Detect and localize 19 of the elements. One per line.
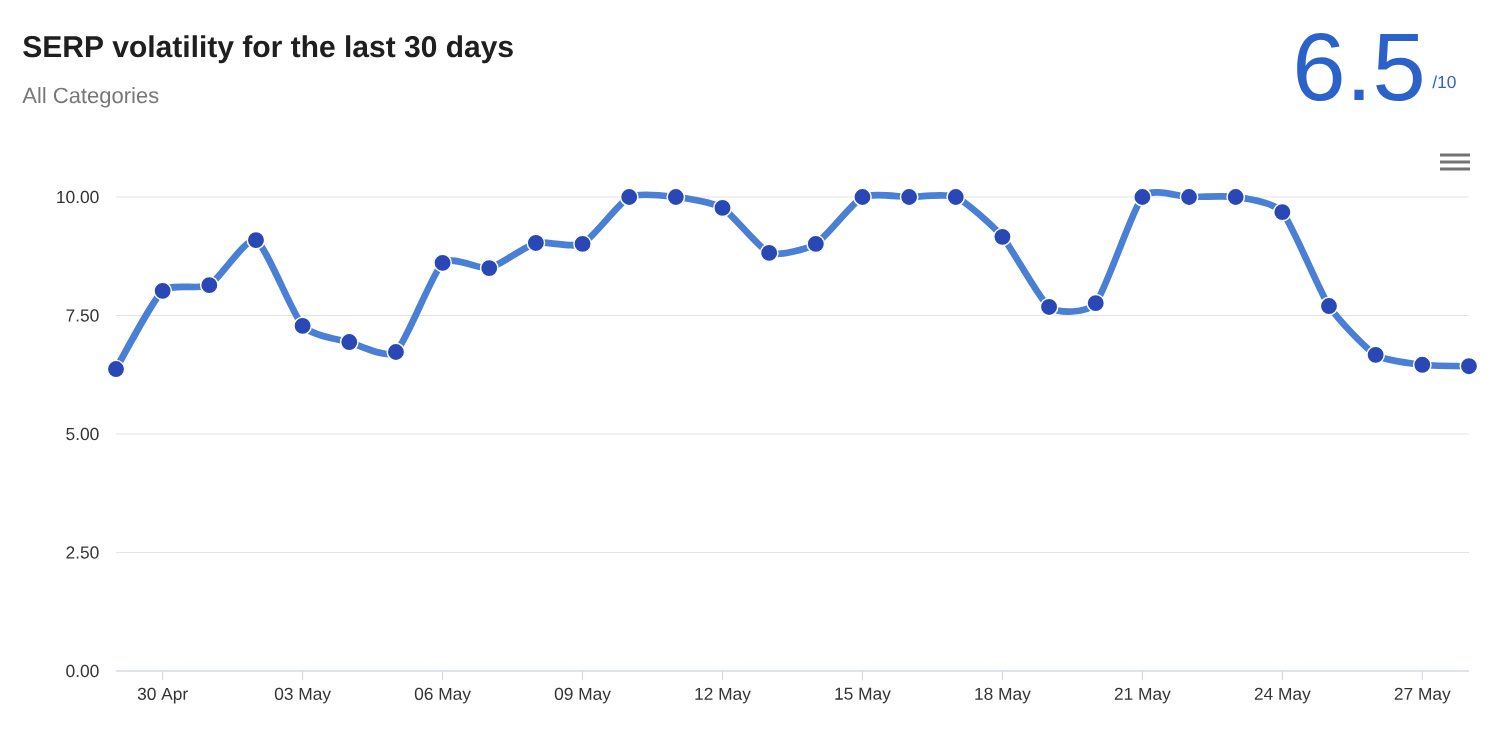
x-tick-label: 27 May — [1394, 687, 1451, 704]
x-tick-label: 03 May — [274, 687, 331, 704]
x-tick-label: 15 May — [835, 687, 891, 704]
chart-title: SERP volatility for the last 30 days — [23, 35, 513, 64]
text: /10 — [1432, 75, 1456, 89]
y-tick-label: 10.00 — [57, 190, 99, 204]
y-tick-label: 5.00 — [66, 427, 99, 441]
x-tick-label: 24 May — [1254, 687, 1311, 704]
x-tick-label: 09 May — [554, 687, 611, 704]
y-tick-label: 7.50 — [66, 309, 99, 322]
text: 6.5 — [1297, 32, 1422, 101]
y-tick-label: 0.00 — [66, 664, 99, 678]
x-tick-label: 30 Apr — [137, 687, 188, 704]
x-tick-label: 12 May — [695, 687, 751, 704]
x-tick-label: 06 May — [414, 687, 471, 704]
y-tick-label: 2.50 — [66, 546, 99, 559]
x-tick-label: 18 May — [975, 687, 1031, 704]
x-tick-label: 21 May — [1114, 687, 1171, 704]
chart-subtitle: All Categories — [22, 87, 159, 108]
